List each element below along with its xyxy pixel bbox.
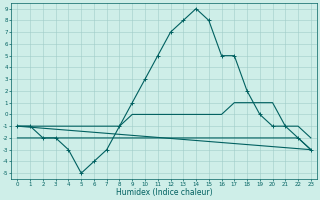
X-axis label: Humidex (Indice chaleur): Humidex (Indice chaleur) xyxy=(116,188,212,197)
